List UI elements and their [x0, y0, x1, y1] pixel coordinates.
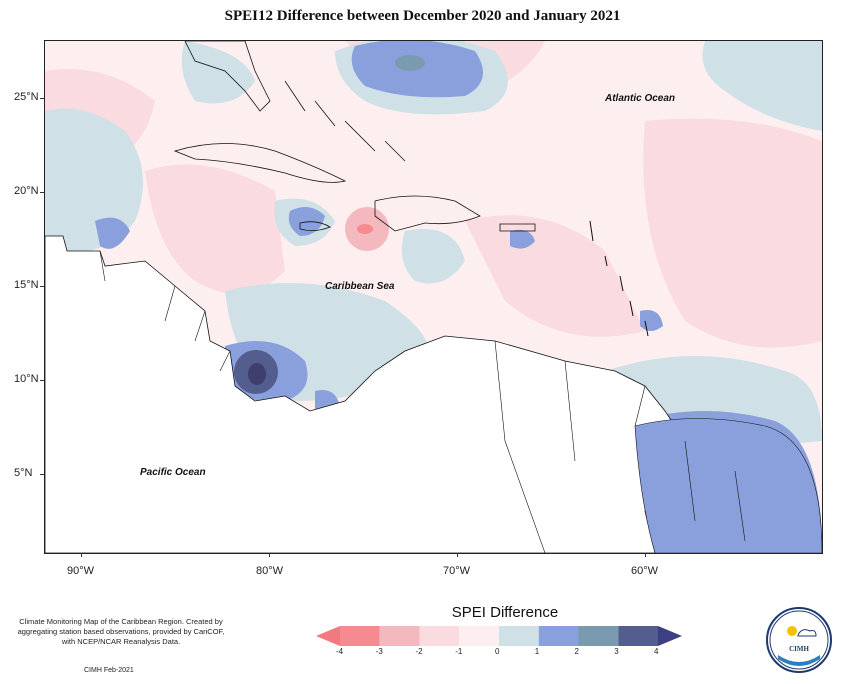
legend-tick-label: 1: [534, 647, 540, 656]
lon-tick-70: 70°W: [443, 565, 471, 577]
lon-tick-80: 80°W: [256, 565, 284, 577]
cimh-logo-text: CIMH: [789, 645, 809, 653]
lon-tick-90: 90°W: [67, 565, 95, 577]
cimh-logo-graphic: CIMH: [769, 610, 829, 670]
lat-tick-5: 5°N: [14, 467, 33, 479]
legend-swatch: [419, 626, 460, 646]
legend-swatch: [499, 626, 539, 646]
lat-tick-15: 15°N: [14, 279, 39, 291]
lat-tick-25: 25°N: [14, 91, 39, 103]
map-area: Atlantic Ocean Caribbean Sea Pacific Oce…: [44, 40, 823, 554]
legend-tick-label: 3: [614, 647, 619, 656]
legend-title: SPEI Difference: [451, 604, 559, 621]
spei-map-canvas: [45, 41, 822, 553]
legend-swatch: [340, 626, 380, 646]
lat-tick-mark: [40, 192, 44, 193]
lon-tick-mark: [269, 553, 270, 557]
map-title: SPEI12 Difference between December 2020 …: [224, 8, 621, 24]
cimh-logo-icon: CIMH: [766, 607, 832, 673]
pacific-ocean-label: Pacific Ocean: [140, 467, 206, 478]
lon-tick-mark: [81, 553, 82, 557]
legend-arrow-low: [316, 626, 340, 646]
legend-colorbar: [316, 626, 682, 646]
lon-tick-mark: [457, 553, 458, 557]
legend-swatches: [340, 626, 658, 646]
legend-swatch: [538, 626, 579, 646]
legend-swatch: [618, 626, 658, 646]
lon-tick-mark: [645, 553, 646, 557]
legend-tick-label: -2: [415, 647, 423, 656]
legend-tick-label: -3: [375, 647, 383, 656]
map-credits: Climate Monitoring Map of the Caribbean …: [17, 617, 225, 646]
atlantic-ocean-label: Atlantic Ocean: [605, 93, 676, 104]
legend-tick-label: 2: [574, 647, 579, 656]
lat-tick-mark: [40, 286, 44, 287]
legend-swatch: [379, 626, 420, 646]
legend-tick-label: 4: [654, 647, 659, 656]
lat-tick-mark: [40, 380, 44, 381]
legend-tick-label: -1: [455, 647, 463, 656]
legend-tick-label: -4: [336, 647, 344, 656]
lat-tick-10: 10°N: [14, 373, 39, 385]
legend-tick-label: 0: [495, 647, 500, 656]
legend-swatch: [578, 626, 619, 646]
lon-tick-60: 60°W: [631, 565, 659, 577]
lat-tick-mark: [40, 98, 44, 99]
legend-swatch: [459, 626, 499, 646]
caribbean-sea-label: Caribbean Sea: [325, 281, 395, 292]
map-date: CIMH Feb-2021: [84, 667, 134, 674]
lat-tick-20: 20°N: [14, 185, 39, 197]
lat-tick-mark: [40, 474, 44, 475]
legend-arrow-high: [658, 626, 682, 646]
